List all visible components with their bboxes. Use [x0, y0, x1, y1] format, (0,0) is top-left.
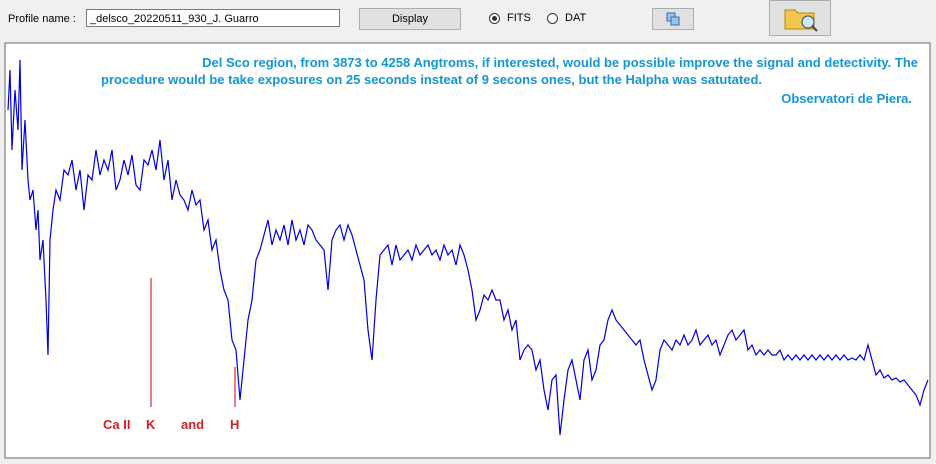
- dat-label[interactable]: DAT: [565, 12, 587, 24]
- line-label: Ca II: [103, 417, 130, 432]
- line-label: H: [230, 417, 239, 432]
- annotation-line: procedure would be take exposures on 25 …: [101, 72, 762, 87]
- copy-icon: [666, 12, 680, 26]
- annotation-line: Observatori de Piera.: [781, 91, 912, 106]
- folder-icon: [784, 9, 818, 32]
- line-label: K: [146, 417, 156, 432]
- dat-radio[interactable]: [547, 13, 558, 24]
- line-label: and: [181, 417, 204, 432]
- copy-button[interactable]: [652, 8, 694, 30]
- open-button[interactable]: [769, 0, 831, 36]
- radio-dot: [492, 16, 497, 21]
- spectrum-line: [7, 59, 929, 436]
- fits-radio[interactable]: [489, 13, 500, 24]
- annotation-line: Del Sco region, from 3873 to 4258 Angtro…: [202, 55, 918, 70]
- display-button[interactable]: Display: [359, 8, 461, 30]
- profile-label: Profile name :: [8, 13, 76, 25]
- profile-input[interactable]: _delsco_20220511_930_J. Guarro: [86, 9, 340, 27]
- fits-label[interactable]: FITS: [507, 12, 531, 24]
- plot-area: [4, 42, 931, 459]
